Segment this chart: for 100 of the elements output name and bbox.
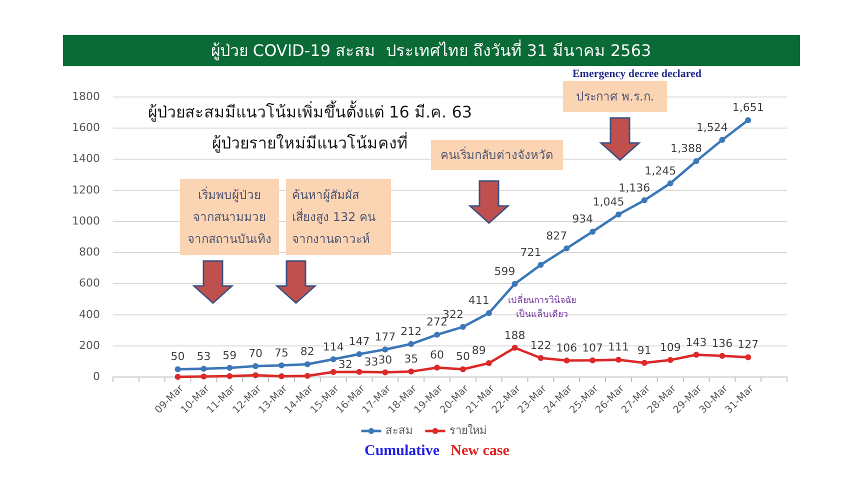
text: Emergency decree declared (572, 68, 702, 80)
point (564, 358, 570, 364)
annotation: ค้นหาผู้สัมผัส เสี่ยงสูง 132 คน จากงานดาวะห์ (292, 188, 376, 246)
data-label: 1,388 (670, 142, 702, 156)
data-label: 143 (686, 336, 707, 349)
data-label: 1,136 (618, 181, 650, 194)
point (616, 356, 622, 363)
data-label: 212 (400, 325, 422, 338)
point (486, 310, 492, 316)
data-label: 599 (494, 264, 516, 278)
data-label: 50 (170, 350, 185, 364)
text: Cumulative (364, 443, 440, 459)
y-tick-label: 1200 (72, 183, 100, 196)
data-label: 127 (738, 338, 759, 352)
data-label: 1,045 (592, 195, 624, 208)
data-label: 59 (222, 348, 237, 362)
data-label: 35 (404, 352, 418, 366)
point (304, 372, 310, 379)
point (512, 344, 518, 351)
chart-title: ผู้ป่วย COVID-19 สะสม ประเทศไทย ถึงวันที่ 31 มีนาคม 2563 (210, 39, 652, 61)
point (226, 364, 233, 371)
text: New case (450, 443, 510, 459)
point (252, 372, 259, 378)
point (667, 180, 674, 186)
data-label: 114 (322, 340, 344, 354)
y-tick-label: 800 (79, 246, 100, 259)
point (278, 362, 284, 368)
data-label: 177 (374, 330, 396, 344)
y-tick-label: 1400 (72, 152, 100, 166)
data-label: 75 (274, 346, 288, 360)
point (616, 211, 622, 218)
point (641, 360, 648, 366)
point (226, 373, 233, 380)
point (304, 361, 310, 368)
point (382, 369, 388, 376)
point (745, 354, 752, 360)
point (356, 368, 362, 375)
point (641, 197, 648, 204)
point (382, 346, 388, 352)
point (330, 369, 336, 376)
y-tick-label: 200 (79, 338, 100, 352)
data-label: 109 (660, 341, 681, 354)
data-label: 827 (546, 229, 568, 242)
data-label: 721 (520, 246, 542, 259)
data-label: 32 (338, 358, 352, 371)
data-label: 188 (504, 328, 526, 342)
point (538, 262, 544, 268)
data-label: 411 (468, 294, 490, 308)
data-label: 30 (378, 353, 392, 366)
data-label: 122 (530, 339, 552, 352)
data-label: 82 (300, 345, 314, 358)
y-tick-label: 1800 (72, 90, 100, 104)
data-label: 1,245 (644, 164, 676, 178)
point (719, 136, 726, 143)
point (512, 280, 518, 287)
annotation: คนเริ่มกลับต่างจังหวัด (440, 146, 554, 162)
y-tick-label: 1600 (72, 121, 100, 134)
data-label: 1,524 (696, 120, 728, 134)
point (174, 374, 181, 380)
data-label: 934 (572, 212, 594, 226)
data-label: 272 (426, 316, 448, 329)
annotation: ประกาศ พ.ร.ก. (576, 90, 654, 104)
point (434, 364, 440, 371)
point (252, 363, 259, 370)
point (719, 352, 726, 359)
point (330, 356, 336, 362)
annotation: เริ่มพบผู้ป่วย จากสนามมวย จากสถานบันเทิง (188, 186, 272, 246)
point (486, 360, 492, 366)
point (200, 366, 207, 372)
point (667, 357, 674, 364)
data-label: 53 (196, 350, 211, 363)
point (745, 117, 752, 124)
data-label: 91 (637, 344, 652, 357)
point (590, 357, 596, 364)
point (200, 374, 207, 380)
point (693, 352, 700, 358)
point (460, 324, 466, 330)
data-label: 107 (582, 341, 604, 354)
point (408, 341, 414, 348)
y-tick-label: 400 (79, 308, 100, 321)
data-label: 33 (364, 355, 378, 368)
data-label: 1,651 (732, 101, 764, 114)
data-label: 106 (556, 342, 578, 355)
data-label: 111 (608, 340, 629, 354)
y-tick-label: 600 (79, 276, 100, 290)
legend-label: สะสม (385, 424, 412, 438)
point (693, 158, 700, 164)
data-label: 147 (348, 335, 370, 348)
point (538, 355, 544, 362)
legend-label: รายใหม่ (449, 424, 486, 438)
data-label: 70 (248, 347, 263, 360)
data-label: 89 (472, 344, 486, 358)
y-tick-label: 0 (93, 370, 100, 384)
point (434, 332, 440, 338)
point (174, 366, 181, 372)
data-label: 136 (712, 336, 733, 350)
data-label: 60 (430, 348, 444, 362)
y-tick-label: 1000 (72, 214, 100, 228)
point (590, 228, 596, 235)
point (278, 373, 284, 380)
